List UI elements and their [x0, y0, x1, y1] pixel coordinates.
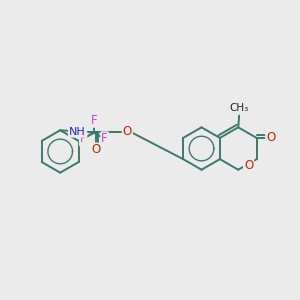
Text: F: F — [91, 114, 97, 127]
Text: CH₃: CH₃ — [230, 103, 249, 113]
Text: O: O — [266, 131, 275, 144]
Text: O: O — [244, 159, 253, 172]
Text: NH: NH — [69, 127, 85, 137]
Text: F: F — [80, 132, 86, 145]
Text: O: O — [123, 125, 132, 138]
Text: F: F — [101, 132, 108, 145]
Text: O: O — [91, 143, 100, 157]
